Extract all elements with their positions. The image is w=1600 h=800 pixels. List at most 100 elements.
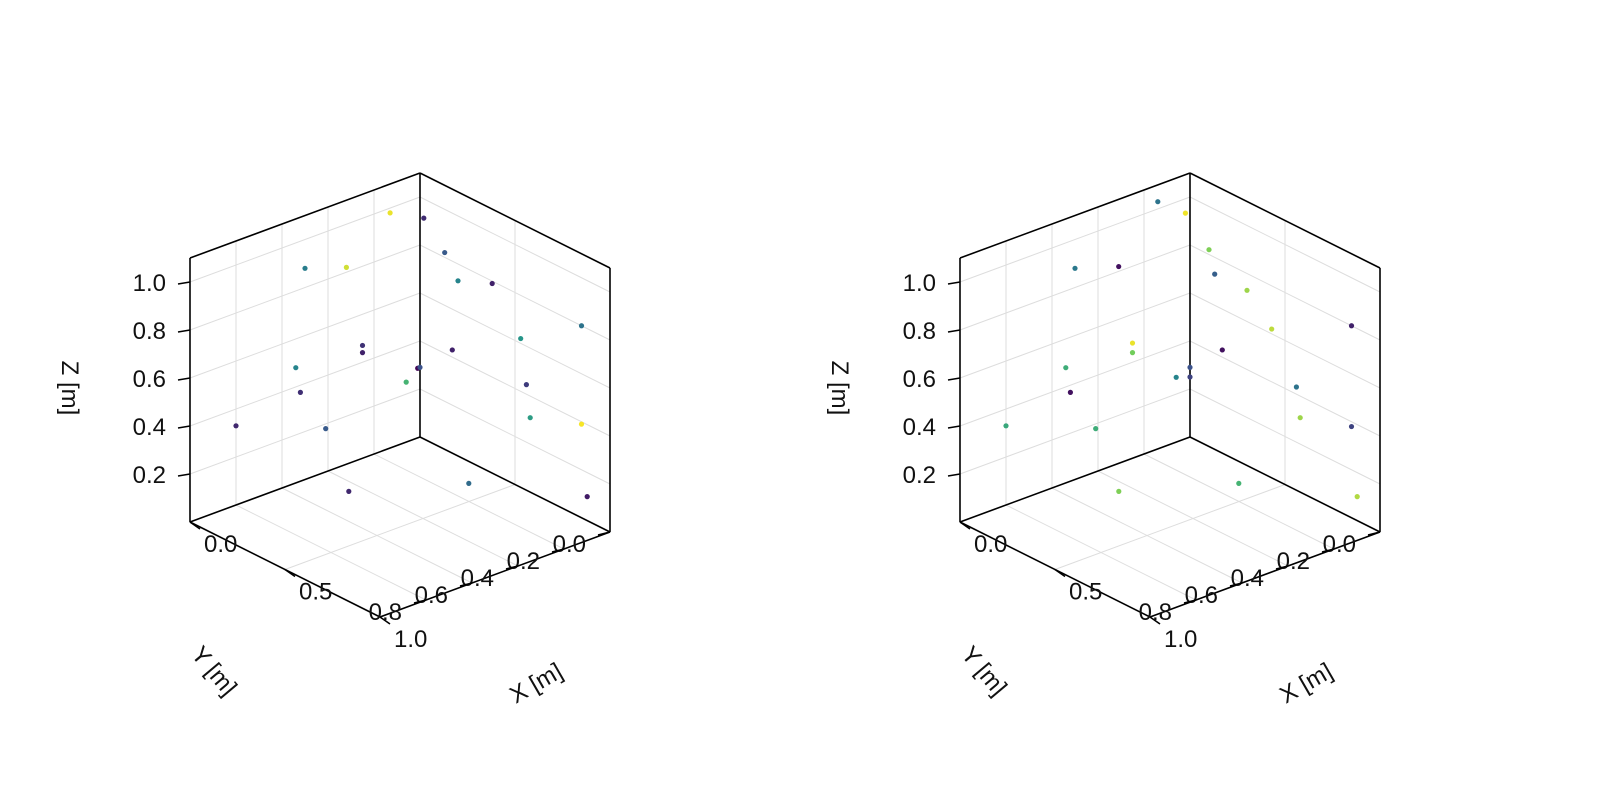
data-point — [1063, 365, 1069, 371]
gridline — [419, 244, 611, 341]
data-point — [578, 323, 585, 329]
x-tick-label: 0.0 — [204, 531, 237, 558]
data-point — [527, 415, 533, 421]
data-point — [1212, 271, 1218, 277]
z-tick-label: 0.6 — [133, 366, 166, 393]
x-tick — [284, 568, 296, 578]
z-tick-label: 0.8 — [903, 318, 936, 345]
data-point — [1348, 323, 1355, 329]
z-tick — [947, 473, 961, 477]
x-tick-label: 1.0 — [394, 626, 427, 653]
x-tick-label: 1.0 — [1164, 626, 1197, 653]
z-tick — [177, 377, 191, 381]
x-tick-label: 0.5 — [299, 579, 332, 606]
x-tick — [189, 521, 201, 530]
x-tick — [1054, 568, 1066, 578]
data-point — [323, 426, 329, 432]
z-tick — [177, 425, 191, 429]
data-points — [1003, 199, 1360, 500]
z-tick-label: 0.8 — [133, 318, 166, 345]
z-tick — [177, 473, 191, 477]
x-tick — [1149, 616, 1161, 625]
y-tick — [1367, 531, 1381, 536]
y-tick — [413, 599, 427, 604]
y-tick-label: 0.2 — [507, 548, 540, 575]
axis-edge — [189, 172, 421, 259]
gridline — [959, 292, 1191, 379]
data-point — [442, 249, 448, 256]
data-point — [584, 494, 590, 500]
z-tick-label: 0.6 — [903, 366, 936, 393]
data-point — [455, 278, 461, 284]
y-tick-label: 0.6 — [1185, 582, 1218, 609]
axis-edge — [379, 531, 611, 618]
data-point — [1173, 374, 1179, 380]
gridline — [373, 453, 565, 550]
gridline — [281, 487, 473, 584]
data-point — [518, 335, 524, 342]
gridline — [959, 388, 1191, 475]
z-tick-label: 0.2 — [133, 462, 166, 489]
data-point — [489, 280, 495, 287]
data-point — [359, 350, 366, 356]
gridline — [419, 340, 611, 437]
gridline — [1097, 470, 1289, 567]
data-point — [359, 342, 366, 349]
x-axis-label: X [m] — [505, 658, 567, 709]
data-point — [1003, 423, 1009, 429]
x-axis-label: X [m] — [1275, 658, 1337, 709]
gridline — [959, 340, 1191, 427]
y-tick-label: 0.8 — [369, 599, 402, 626]
gridline — [1005, 504, 1197, 601]
gridline — [1189, 244, 1381, 341]
gridline — [1189, 388, 1381, 485]
y-tick — [505, 565, 519, 570]
y-tick — [1183, 599, 1197, 604]
y-tick-label: 0.6 — [415, 582, 448, 609]
gridline — [419, 388, 611, 485]
axes-panes — [960, 173, 1380, 617]
z-tick — [947, 377, 961, 381]
y-tick-label: 0.8 — [1139, 599, 1172, 626]
z-tick — [947, 281, 961, 285]
z-tick — [947, 425, 961, 429]
y-tick-label: 0.0 — [1323, 531, 1356, 558]
data-point — [1116, 263, 1122, 270]
axis-edge — [419, 172, 611, 269]
gridline — [419, 196, 611, 293]
x-tick-label: 0.0 — [974, 531, 1007, 558]
z-tick — [947, 329, 961, 333]
data-point — [449, 347, 455, 353]
y-tick — [459, 582, 473, 587]
z-axis-label: Z [m] — [56, 361, 83, 416]
data-point — [1182, 210, 1188, 216]
gridline — [327, 470, 519, 567]
axis-edge — [959, 436, 1191, 523]
gridline — [1054, 484, 1286, 570]
data-point — [1067, 389, 1073, 395]
data-point — [1348, 423, 1355, 430]
data-point — [1072, 265, 1078, 271]
data-point — [1129, 340, 1136, 346]
data-point — [1236, 480, 1242, 486]
y-tick — [597, 531, 611, 536]
data-point — [1187, 364, 1193, 370]
data-points — [233, 210, 590, 500]
data-point — [403, 379, 409, 385]
axis-edge — [1189, 172, 1381, 269]
x-tick — [959, 521, 971, 530]
y-axis-label: Y [m] — [186, 641, 242, 701]
data-point — [1155, 199, 1161, 205]
gridline — [1189, 340, 1381, 437]
data-point — [1354, 494, 1360, 500]
gridline — [189, 244, 421, 331]
gridline — [284, 484, 516, 570]
y-axis-label: Y [m] — [956, 641, 1012, 701]
gridline — [235, 504, 427, 601]
gridline — [189, 196, 421, 283]
data-point — [417, 364, 423, 370]
axis-edge — [1189, 436, 1381, 533]
gridline — [959, 244, 1191, 331]
data-point — [293, 365, 299, 371]
